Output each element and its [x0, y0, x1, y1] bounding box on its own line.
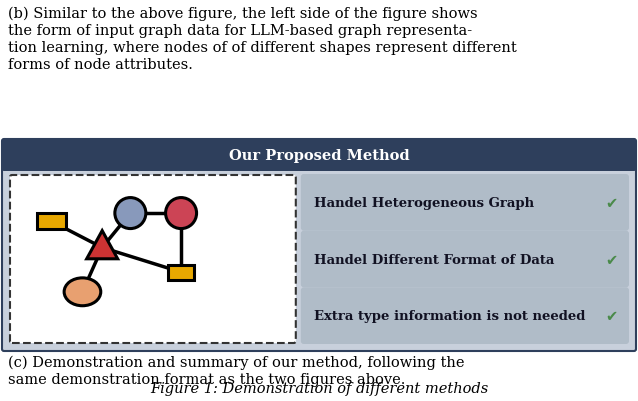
Bar — [168, 265, 194, 280]
Text: Our Proposed Method: Our Proposed Method — [228, 149, 410, 162]
Text: (b) Similar to the above figure, the left side of the figure shows: (b) Similar to the above figure, the lef… — [8, 7, 478, 21]
Text: ✔: ✔ — [605, 252, 618, 267]
FancyBboxPatch shape — [2, 140, 636, 172]
Text: Handel Different Format of Data: Handel Different Format of Data — [314, 253, 554, 266]
Bar — [4, 142, 634, 170]
Bar — [38, 214, 66, 230]
FancyBboxPatch shape — [300, 231, 629, 288]
Text: Extra type information is not needed: Extra type information is not needed — [314, 310, 585, 322]
Text: same demonstration format as the two figures above.: same demonstration format as the two fig… — [8, 372, 405, 386]
Text: ✔: ✔ — [605, 195, 618, 210]
FancyBboxPatch shape — [2, 140, 636, 351]
Text: Figure 1: Demonstration of different methods: Figure 1: Demonstration of different met… — [150, 381, 488, 395]
Circle shape — [115, 198, 146, 229]
Bar — [4, 156, 634, 170]
FancyBboxPatch shape — [300, 174, 629, 231]
Text: forms of node attributes.: forms of node attributes. — [8, 58, 193, 72]
FancyBboxPatch shape — [10, 176, 296, 343]
Text: ✔: ✔ — [605, 308, 618, 323]
Text: (c) Demonstration and summary of our method, following the: (c) Demonstration and summary of our met… — [8, 355, 464, 369]
Text: Handel Heterogeneous Graph: Handel Heterogeneous Graph — [314, 196, 534, 209]
Circle shape — [166, 198, 197, 229]
Text: the form of input graph data for LLM-based graph representa-: the form of input graph data for LLM-bas… — [8, 24, 472, 38]
Ellipse shape — [64, 278, 101, 306]
FancyBboxPatch shape — [300, 288, 629, 344]
Text: tion learning, where nodes of of different shapes represent different: tion learning, where nodes of of differe… — [8, 41, 517, 55]
Polygon shape — [87, 231, 117, 259]
